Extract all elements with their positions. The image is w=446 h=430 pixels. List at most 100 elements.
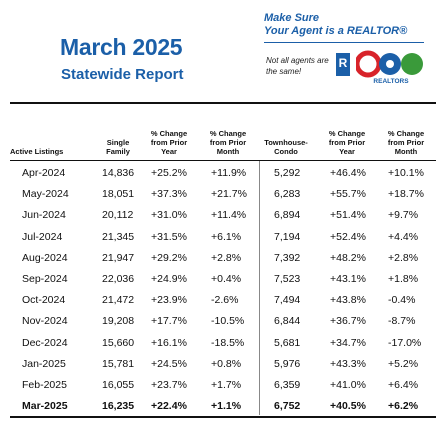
table-cell: 6,894 xyxy=(274,209,301,222)
table-cell: 15,781 xyxy=(102,357,135,370)
table-cell: +29.2% xyxy=(151,251,187,264)
table-cell: -8.7% xyxy=(388,315,416,328)
table-cell: Feb-2025 xyxy=(22,379,67,391)
table-cell: +51.4% xyxy=(330,209,366,222)
table-cell: +43.3% xyxy=(330,357,366,370)
table-cell: 7,494 xyxy=(274,294,301,307)
table-cell: +55.7% xyxy=(330,188,366,201)
table-cell: Oct-2024 xyxy=(22,294,66,307)
colorado-realtors-logo: REALTORS xyxy=(356,50,423,85)
table-cell: +31.5% xyxy=(151,230,187,243)
table-cell: 21,345 xyxy=(102,230,135,243)
table-cell: 6,844 xyxy=(274,315,301,328)
realtor-tagline: Make Sure Your Agent is a REALTOR® xyxy=(264,12,407,38)
table-cell: 20,112 xyxy=(102,209,134,222)
table-cell: +9.7% xyxy=(388,209,419,222)
table-cell: +48.2% xyxy=(330,251,366,264)
table-row: Jul-2024 21,345 +31.5% +6.1% 7,194 +52.4% +4.4… xyxy=(10,227,436,248)
column-header-sf-change-year: % Change from Prior Year xyxy=(150,129,188,156)
table-cell: 21,947 xyxy=(102,251,135,264)
table-cell: -17.0% xyxy=(388,336,422,349)
table-cell: +40.5% xyxy=(330,400,366,413)
table-cell: +24.9% xyxy=(151,273,187,285)
not-all-agents-text: Not all agents are the same! xyxy=(266,56,329,76)
table-cell: Aug-2024 xyxy=(22,251,68,264)
table-cell: +43.1% xyxy=(330,273,366,285)
table-cell: 7,194 xyxy=(274,230,301,243)
table-cell: 6,359 xyxy=(274,379,301,391)
table-cell: Apr-2024 xyxy=(22,167,66,179)
table-cell: +11.9% xyxy=(211,167,247,179)
table-cell: 22,036 xyxy=(102,273,135,285)
table-cell: 16,055 xyxy=(102,379,135,391)
table-cell: +31.0% xyxy=(151,209,187,222)
table-cell: 16,235 xyxy=(102,400,135,413)
realtor-r-logo: R xyxy=(336,53,350,76)
table-cell: +23.9% xyxy=(151,294,187,307)
table-row: Jun-2024 20,112 +31.0% +11.4% 6,894 +51.4% +9.… xyxy=(10,205,436,226)
table-header: Active Listings Single Family % Change f… xyxy=(10,118,436,160)
table-bottom-rule xyxy=(10,416,436,418)
tagline-divider xyxy=(264,42,424,43)
table-row: Sep-2024 22,036 +24.9% +0.4% 7,523 +43.1% +1.8… xyxy=(10,269,436,290)
table-cell: +0.4% xyxy=(211,273,242,285)
table-cell: +22.4% xyxy=(151,400,187,413)
table-cell: -18.5% xyxy=(211,336,245,349)
table-cell: +25.2% xyxy=(151,167,187,179)
table-row: Nov-2024 19,208 +17.7% -10.5% 6,844 +36.7% -8.… xyxy=(10,311,436,332)
page-title: March 2025 xyxy=(60,34,183,60)
table-cell: +6.1% xyxy=(211,230,242,243)
page-subtitle: Statewide Report xyxy=(61,66,184,83)
table-cell: 6,283 xyxy=(274,188,301,201)
table-cell: +21.7% xyxy=(211,188,247,201)
table-cell: +6.4% xyxy=(388,379,419,391)
table-top-rule xyxy=(10,102,436,104)
table-row: Dec-2024 15,660 +16.1% -18.5% 5,681 +34.7% -17… xyxy=(10,333,436,354)
tagline-line-1: Make Sure xyxy=(264,12,320,24)
table-cell: Nov-2024 xyxy=(22,315,68,328)
table-cell: +24.5% xyxy=(151,357,187,370)
table-cell: +1.1% xyxy=(211,400,242,413)
table-cell: +46.4% xyxy=(330,167,366,179)
table-cell: 14,836 xyxy=(102,167,135,179)
table-cell: +34.7% xyxy=(330,336,366,349)
table-row: Aug-2024 21,947 +29.2% +2.8% 7,392 +48.2% +2.8… xyxy=(10,248,436,269)
table-cell: 5,976 xyxy=(274,357,301,370)
table-cell: Jun-2024 xyxy=(22,209,66,222)
table-cell: May-2024 xyxy=(22,188,69,201)
table-row: Feb-2025 16,055 +23.7% +1.7% 6,359 +41.0% +6.4… xyxy=(10,375,436,396)
column-header-sf-change-month: % Change from Prior Month xyxy=(209,129,247,156)
table-cell: +52.4% xyxy=(330,230,366,243)
table-cell: 5,681 xyxy=(274,336,301,349)
table-cell: -0.4% xyxy=(388,294,416,307)
table-cell: +1.7% xyxy=(211,379,242,391)
table-cell: -10.5% xyxy=(211,315,245,328)
column-header-single-family: Single Family xyxy=(106,138,130,156)
column-header-townhouse-condo: Townhouse- Condo xyxy=(264,138,308,156)
org-logo-text: REALTORS xyxy=(373,78,409,85)
table-cell: +5.2% xyxy=(388,357,419,370)
table-cell: Jul-2024 xyxy=(22,230,63,243)
table-cell: 15,660 xyxy=(102,336,135,349)
table-cell: +17.7% xyxy=(151,315,187,328)
table-cell: +18.7% xyxy=(388,188,424,201)
table-header-rule xyxy=(10,160,436,161)
table-row: May-2024 18,051 +37.3% +21.7% 6,283 +55.7% +18… xyxy=(10,184,436,205)
column-header-active-listings: Active Listings xyxy=(10,147,64,156)
table-cell: +11.4% xyxy=(211,209,247,222)
table-cell: +6.2% xyxy=(388,400,419,413)
table-cell: +23.7% xyxy=(151,379,187,391)
table-cell: Jan-2025 xyxy=(22,357,66,370)
table-cell: +41.0% xyxy=(330,379,366,391)
table-cell: +43.8% xyxy=(330,294,366,307)
table-cell: -2.6% xyxy=(211,294,239,307)
table-cell: Dec-2024 xyxy=(22,336,68,349)
table-cell: +36.7% xyxy=(330,315,366,328)
table-row: Mar-2025 16,235 +22.4% +1.1% 6,752 +40.5% +6.2… xyxy=(10,396,436,417)
table-row: Oct-2024 21,472 +23.9% -2.6% 7,494 +43.8% -0.4… xyxy=(10,290,436,311)
table-cell: +10.1% xyxy=(388,167,424,179)
table-cell: +16.1% xyxy=(151,336,187,349)
table-cell: 7,392 xyxy=(274,251,301,264)
table-row: Jan-2025 15,781 +24.5% +0.8% 5,976 +43.3% +5.2… xyxy=(10,354,436,375)
table-cell: 7,523 xyxy=(274,273,301,285)
